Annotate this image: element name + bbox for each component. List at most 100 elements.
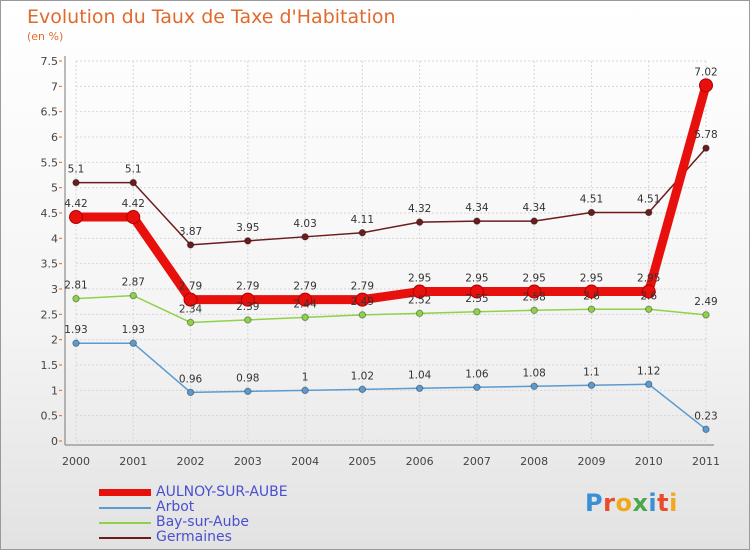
y-tick-label: 3 — [51, 283, 58, 296]
data-point — [645, 380, 653, 388]
data-point — [473, 308, 481, 316]
x-tick-label: 2006 — [406, 455, 434, 468]
data-label: 2.39 — [236, 301, 259, 313]
data-label: 2.34 — [179, 303, 203, 315]
chart-unit: (en %) — [27, 30, 64, 43]
data-point — [645, 305, 653, 313]
data-point — [530, 217, 538, 225]
data-point — [473, 383, 481, 391]
data-point — [702, 311, 710, 319]
data-point — [358, 229, 367, 237]
brand-letter: i — [648, 489, 658, 517]
chart-title: Evolution du Taux de Taxe d'Habitation — [27, 6, 396, 28]
data-point — [702, 144, 710, 152]
data-point — [587, 381, 596, 389]
series-line — [75, 294, 707, 324]
legend-label: Germaines — [156, 529, 232, 545]
data-point — [530, 382, 538, 390]
data-label: 2.44 — [293, 298, 317, 310]
data-point — [415, 218, 424, 226]
chart-legend: AULNOY-SUR-AUBE Arbot Bay-sur-Aube Germaine… — [99, 484, 359, 545]
data-label: 0.23 — [694, 410, 717, 422]
x-tick-label: 2011 — [692, 455, 720, 468]
y-tick-label: 2 — [51, 334, 58, 347]
data-point — [72, 178, 80, 187]
legend-label: Bay-sur-Aube — [156, 514, 249, 530]
data-label: 1.06 — [465, 368, 489, 380]
data-label: 0.98 — [236, 372, 259, 384]
data-label: 2.49 — [351, 296, 374, 308]
data-label: 4.03 — [293, 218, 316, 230]
data-label: 5.78 — [694, 129, 717, 141]
data-point — [469, 284, 484, 299]
data-label: 1.04 — [408, 369, 432, 381]
x-tick-label: 2009 — [577, 455, 605, 468]
data-point — [527, 284, 542, 299]
data-point — [298, 292, 313, 307]
legend-item: Bay-sur-Aube — [99, 514, 359, 530]
y-tick-label: 1.5 — [41, 359, 59, 372]
data-point — [186, 388, 195, 397]
data-point — [699, 78, 713, 93]
data-label: 4.11 — [351, 214, 374, 226]
brand-letter: i — [669, 489, 678, 517]
data-label: 0.96 — [179, 373, 203, 385]
data-point — [358, 385, 367, 394]
legend-item: Germaines — [99, 529, 359, 545]
y-tick-label: 0.5 — [41, 410, 59, 423]
data-label: 2.52 — [408, 294, 431, 306]
y-tick-label: 5 — [51, 182, 58, 195]
data-label: 1.93 — [122, 324, 145, 336]
data-label: 2.55 — [465, 293, 488, 305]
data-point — [186, 241, 195, 249]
data-label: 2.95 — [522, 273, 545, 285]
y-tick-label: 2.5 — [41, 308, 59, 321]
data-label: 4.34 — [465, 202, 489, 214]
data-point — [587, 208, 596, 217]
data-label: 2.95 — [580, 273, 603, 285]
data-label: 3.87 — [179, 226, 202, 238]
x-tick-label: 2000 — [62, 455, 90, 468]
data-point — [415, 309, 424, 318]
legend-label: Arbot — [156, 499, 195, 515]
data-point — [69, 210, 83, 225]
data-point — [301, 233, 309, 241]
data-point — [240, 292, 255, 307]
y-tick-label: 0 — [51, 435, 58, 448]
legend-item: Arbot — [99, 499, 359, 515]
y-tick-label: 4 — [51, 232, 58, 245]
y-tick-label: 5.5 — [41, 156, 59, 169]
y-tick-label: 7 — [51, 80, 58, 93]
x-tick-label: 2004 — [291, 455, 319, 468]
y-tick-label: 6 — [51, 131, 58, 144]
data-point — [72, 294, 80, 303]
data-label: 4.34 — [522, 202, 546, 214]
data-label: 1 — [302, 371, 309, 383]
data-point — [129, 339, 137, 347]
data-label: 2.81 — [64, 280, 87, 292]
data-point — [244, 316, 252, 324]
y-tick-label: 3.5 — [41, 258, 59, 271]
data-label: 2.95 — [465, 273, 488, 285]
data-point — [587, 305, 596, 313]
data-point — [126, 210, 141, 225]
legend-label: AULNOY-SUR-AUBE — [156, 484, 288, 500]
data-point — [415, 384, 424, 393]
data-point — [129, 291, 137, 300]
data-label: 2.58 — [522, 291, 545, 303]
data-label: 5.1 — [68, 164, 85, 176]
data-label: 1.93 — [64, 324, 87, 336]
data-point — [702, 425, 710, 434]
series-line — [71, 80, 711, 305]
data-label: 1.08 — [522, 367, 545, 379]
data-point — [641, 284, 656, 299]
data-point — [301, 386, 309, 395]
data-point — [473, 217, 481, 225]
data-label: 2.79 — [351, 281, 374, 293]
data-label: 2.79 — [293, 281, 316, 293]
legend-swatch — [99, 506, 151, 509]
brand-letter: x — [632, 489, 649, 517]
series-line — [75, 147, 707, 246]
y-tick-label: 7.5 — [41, 55, 59, 68]
